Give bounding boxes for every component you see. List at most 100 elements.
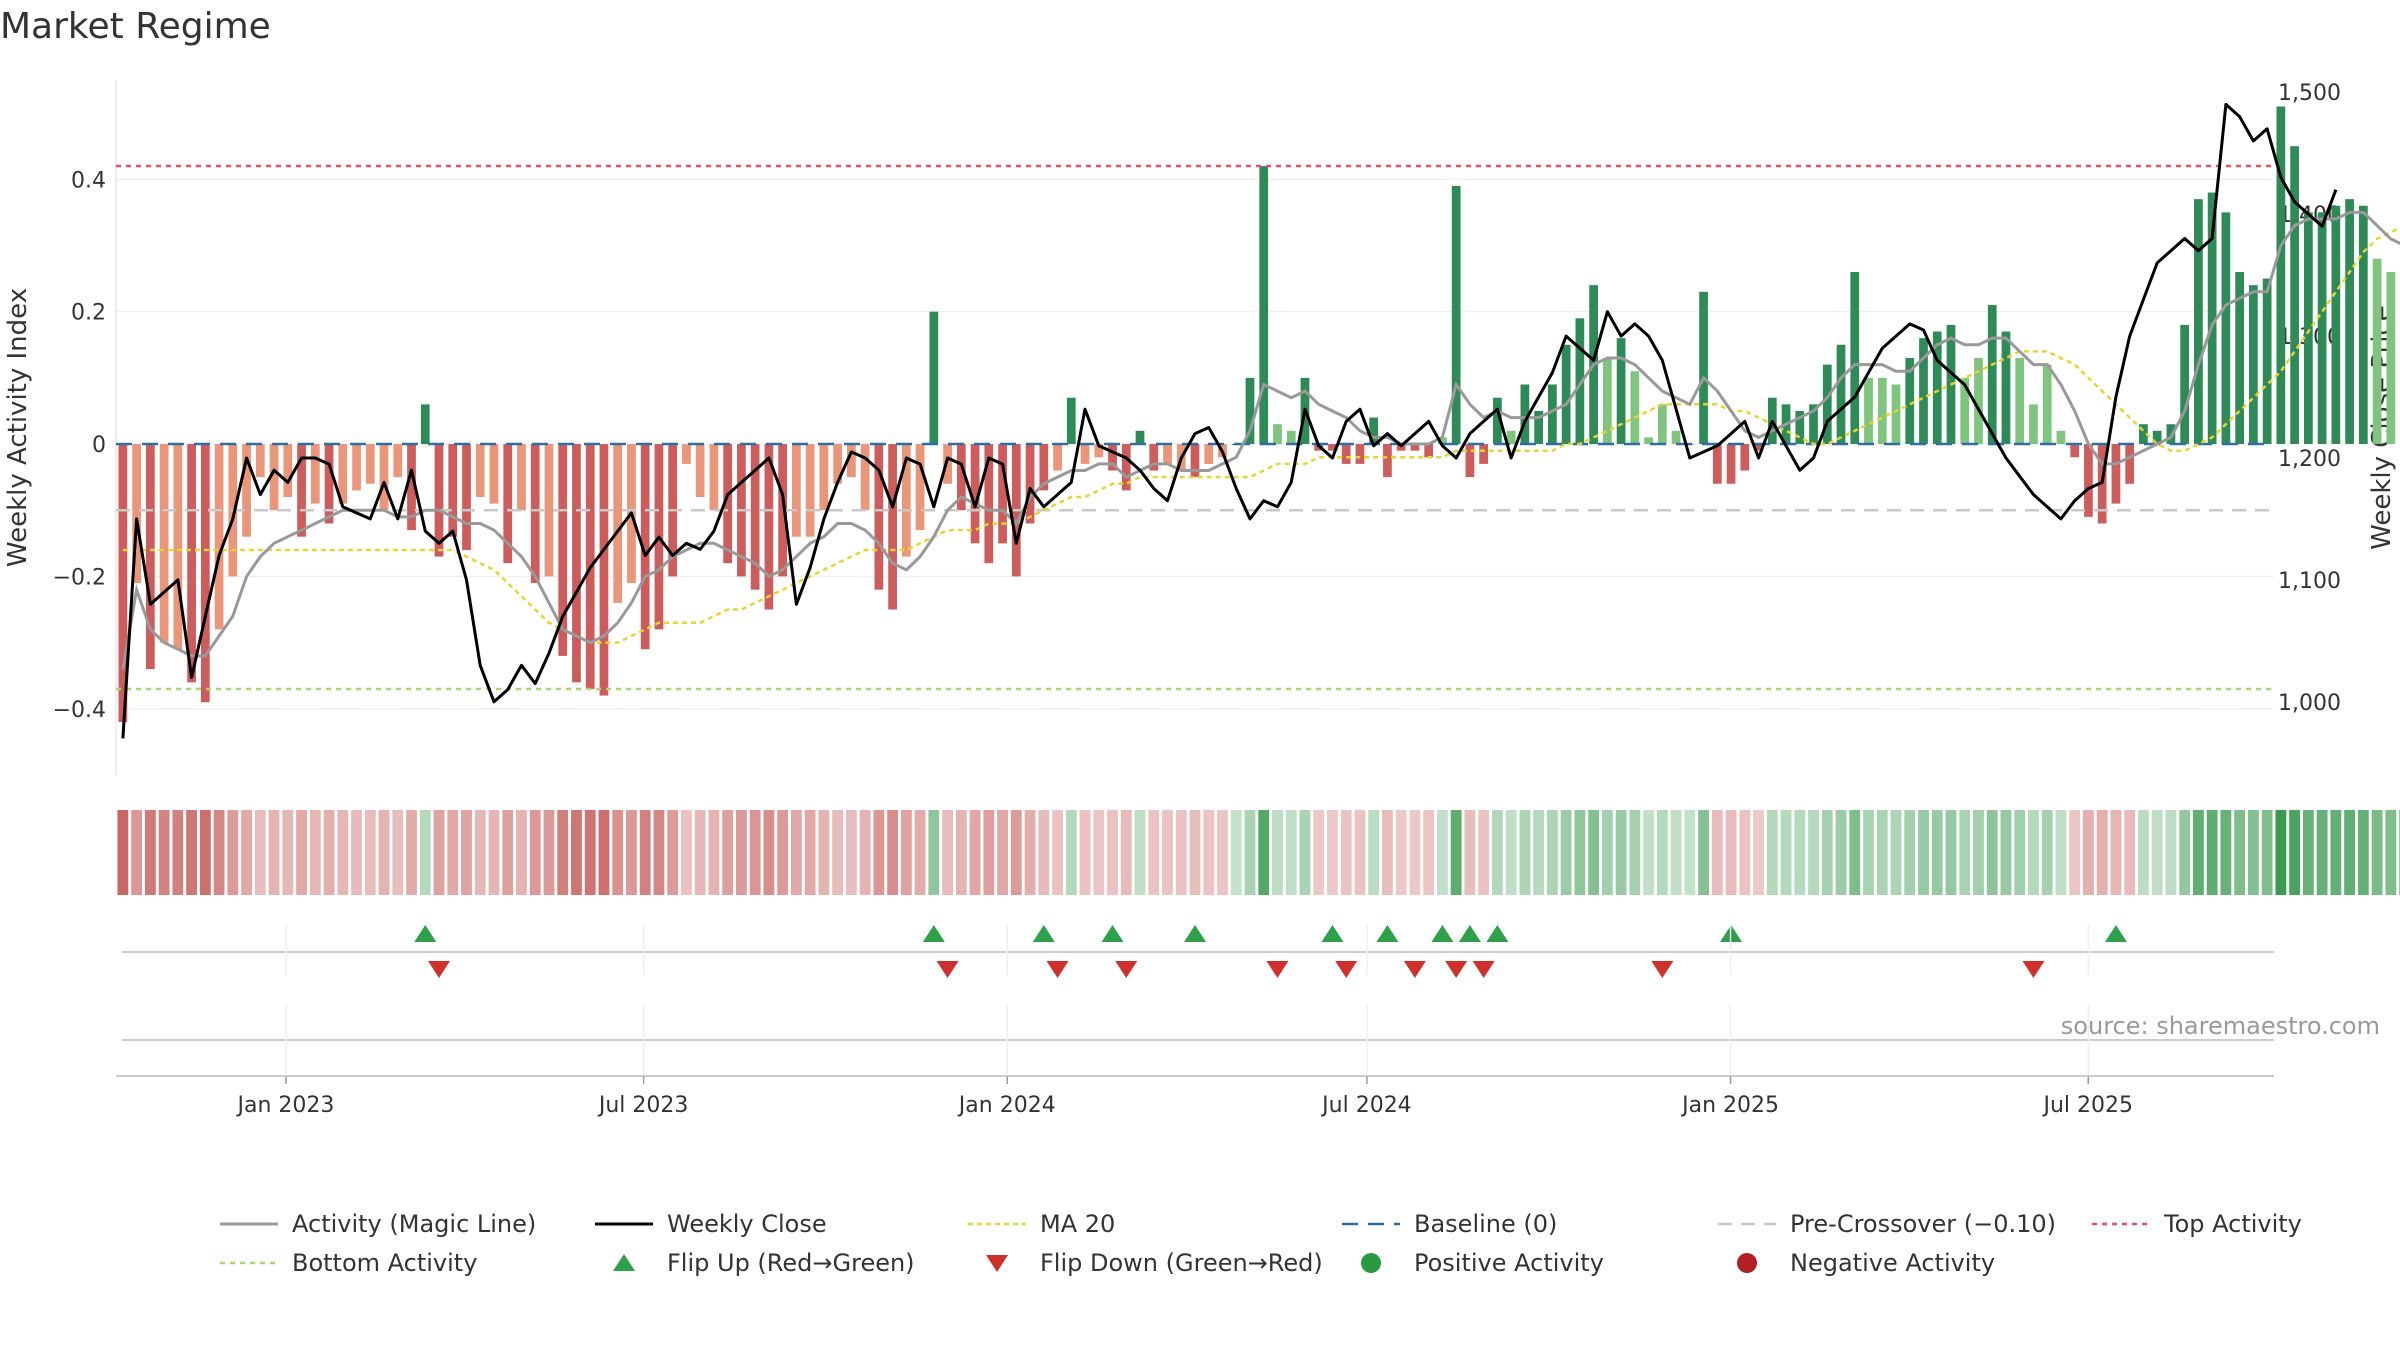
- legend-label: Flip Down (Green→Red): [1040, 1249, 1323, 1277]
- y-tick-right: 1,200: [2278, 447, 2341, 472]
- activity-bar: [352, 444, 361, 491]
- regime-strip-cell: [1670, 810, 1682, 895]
- activity-bar: [984, 444, 994, 564]
- activity-bar: [2056, 430, 2066, 445]
- activity-bar: [2194, 199, 2203, 445]
- activity-bar: [1273, 424, 1282, 445]
- activity-bar: [1960, 377, 1970, 445]
- activity-bar: [187, 444, 196, 683]
- regime-strip-cell: [1162, 810, 1173, 895]
- regime-strip-cell: [2151, 810, 2163, 895]
- regime-strip-cell: [2316, 810, 2328, 895]
- activity-bar: [1630, 371, 1640, 445]
- flip-up-marker: [1486, 925, 1509, 942]
- flip-down-marker: [428, 961, 451, 978]
- regime-strip-cell: [2385, 810, 2397, 895]
- activity-bar: [1163, 444, 1172, 464]
- regime-strip-cell: [2028, 810, 2039, 895]
- legend-label: Negative Activity: [1790, 1249, 1995, 1277]
- source-note: source: sharemaestro.com: [2060, 1012, 2380, 1040]
- regime-strip-cell: [516, 810, 527, 895]
- regime-strip-cell: [323, 810, 335, 895]
- regime-strip-cell: [1120, 810, 1132, 895]
- activity-bar: [915, 444, 925, 531]
- regime-strip-cell: [1258, 810, 1270, 895]
- activity-bar: [640, 444, 650, 650]
- activity-bar: [1575, 318, 1585, 445]
- activity-bar: [544, 444, 554, 577]
- activity-bar: [2125, 444, 2135, 484]
- activity-bar: [1108, 444, 1117, 471]
- activity-bar: [365, 444, 375, 484]
- activity-bar: [695, 444, 705, 497]
- activity-bar: [2001, 331, 2011, 445]
- regime-strip-cell: [1450, 810, 1462, 895]
- activity-bar: [2180, 324, 2190, 445]
- activity-bar: [764, 444, 774, 610]
- regime-strip-cell: [1656, 810, 1668, 895]
- regime-strip-cell: [1588, 810, 1600, 895]
- regime-strip-cell: [653, 810, 665, 895]
- activity-bar: [2166, 424, 2176, 445]
- flip-down-marker: [1472, 961, 1495, 978]
- regime-strip-cell: [2234, 810, 2246, 895]
- activity-bar: [558, 444, 568, 656]
- activity-bar: [1864, 377, 1873, 445]
- activity-bar: [1520, 384, 1530, 445]
- regime-strip-cell: [1354, 810, 1366, 895]
- regime-strip-cell: [1546, 810, 1558, 895]
- regime-strip-cell: [626, 810, 637, 895]
- regime-strip-cell: [2137, 810, 2149, 895]
- flip-down-marker: [1046, 961, 1069, 978]
- regime-strip-cell: [1601, 810, 1613, 895]
- legend-item-flipup: Flip Up (Red→Green): [613, 1249, 915, 1277]
- regime-strip-cell: [735, 810, 747, 895]
- regime-strip-cell: [1382, 810, 1393, 895]
- regime-strip-cell: [2220, 810, 2232, 895]
- activity-bar: [2386, 271, 2396, 445]
- regime-strip-cell: [1395, 810, 1407, 895]
- regime-strip-cell: [2014, 810, 2026, 895]
- flip-down-marker: [1266, 961, 1289, 978]
- flip-up-marker: [1431, 925, 1454, 942]
- activity-bar: [1699, 291, 1708, 445]
- activity-bar: [847, 444, 856, 478]
- regime-strip-cell: [1904, 810, 1916, 895]
- regime-strip-cell: [1890, 810, 1902, 895]
- regime-strip-cell: [928, 810, 940, 895]
- regime-strip-cell: [2206, 810, 2218, 895]
- regime-strip-cell: [2165, 810, 2177, 895]
- legend-item-baseline: Baseline (0): [1342, 1210, 1557, 1238]
- legend-label: Flip Up (Red→Green): [667, 1249, 915, 1277]
- activity-bar: [2015, 358, 2025, 445]
- legend-label: Weekly Close: [667, 1210, 827, 1238]
- x-tick-label: Jan 2024: [957, 1093, 1056, 1118]
- activity-bar: [1245, 377, 1255, 445]
- activity-bar: [1369, 417, 1379, 445]
- flip-up-marker: [1376, 925, 1399, 942]
- ma20-line: [122, 226, 2400, 644]
- activity-bar: [145, 444, 155, 670]
- regime-strip-cell: [419, 810, 431, 895]
- regime-strip-cell: [859, 810, 871, 895]
- flip-down-marker: [1403, 961, 1426, 978]
- regime-strip-cell: [763, 810, 775, 895]
- activity-bar: [2372, 258, 2382, 445]
- regime-strip-cell: [1505, 810, 1517, 895]
- activity-bar: [1506, 430, 1516, 445]
- activity-bar: [1204, 444, 1214, 464]
- y-tick-left: −0.2: [53, 565, 106, 590]
- legend-label: MA 20: [1040, 1210, 1115, 1238]
- activity-bar: [530, 444, 540, 584]
- x-tick-label: Jul 2025: [2041, 1093, 2133, 1118]
- regime-strip-cell: [777, 810, 789, 895]
- activity-bar: [1932, 331, 1942, 445]
- activity-bar: [200, 444, 210, 703]
- activity-bar: [1493, 397, 1502, 445]
- regime-strip-cell: [1217, 810, 1228, 895]
- activity-bar: [2317, 212, 2327, 445]
- activity-bar: [462, 444, 471, 550]
- activity-bar: [420, 404, 430, 445]
- activity-bar: [2152, 430, 2162, 445]
